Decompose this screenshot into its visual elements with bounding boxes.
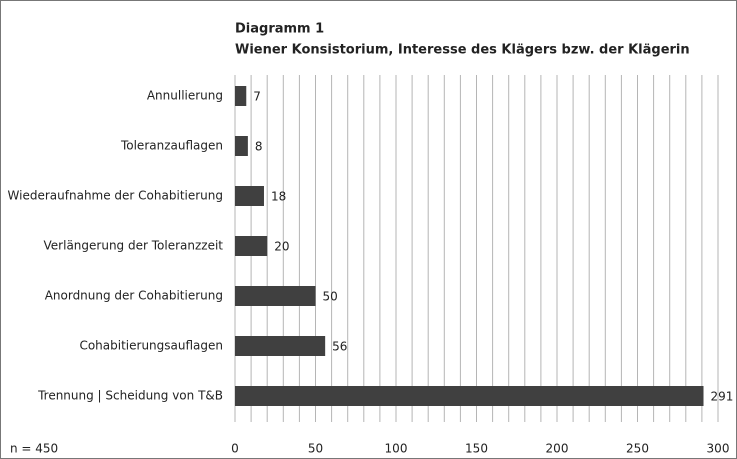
x-tick-label: 150 <box>465 442 488 456</box>
data-label: 56 <box>332 340 347 354</box>
y-tick-label: Cohabitierungsauflagen <box>79 339 223 353</box>
chart-title: Diagramm 1 <box>235 22 324 37</box>
annotation: n = 450 <box>10 442 58 456</box>
x-tick-label: 100 <box>385 442 408 456</box>
bar <box>235 336 326 356</box>
data-label: 7 <box>253 90 261 104</box>
y-tick-label: Verlängerung der Toleranzzeit <box>44 239 224 253</box>
y-tick-label: Annullierung <box>147 89 223 103</box>
bar <box>235 86 247 106</box>
x-tick-label: 0 <box>231 442 239 456</box>
chart-subtitle: Wiener Konsistorium, Interesse des Kläge… <box>235 43 690 58</box>
bar <box>235 186 264 206</box>
x-tick-label: 200 <box>546 442 569 456</box>
x-tick-label: 250 <box>626 442 649 456</box>
data-label: 8 <box>255 140 263 154</box>
data-label: 50 <box>323 290 338 304</box>
data-label: 18 <box>271 190 286 204</box>
bar <box>235 236 268 256</box>
y-tick-label: Wiederaufnahme der Cohabitierung <box>8 189 223 203</box>
data-label: 20 <box>274 240 289 254</box>
x-tick-label: 50 <box>308 442 323 456</box>
bar <box>235 386 704 406</box>
x-tick-label: 300 <box>707 442 730 456</box>
bar <box>235 136 248 156</box>
data-label: 291 <box>711 390 734 404</box>
y-tick-label: Toleranzauflagen <box>120 139 223 153</box>
bar <box>235 286 316 306</box>
y-tick-label: Trennung | Scheidung von T&B <box>37 389 223 403</box>
y-tick-label: Anordnung der Cohabitierung <box>45 289 223 303</box>
